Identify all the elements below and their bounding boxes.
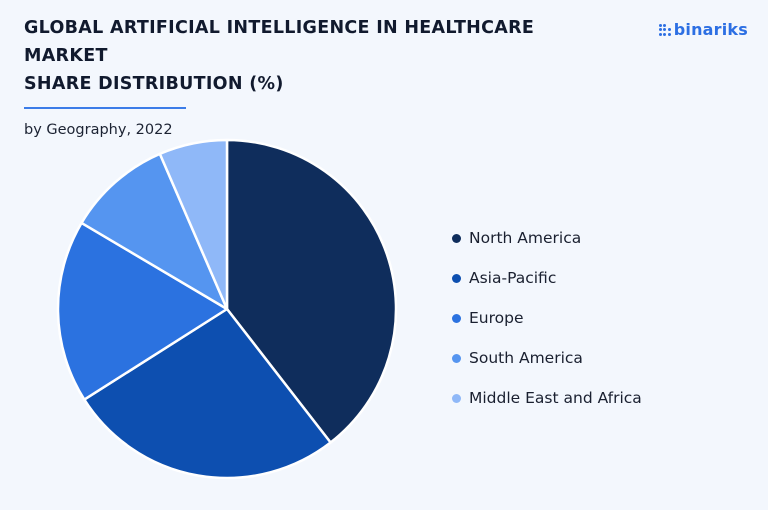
brand-logo: binariks: [658, 20, 748, 39]
legend-label: Middle East and Africa: [469, 389, 642, 407]
chart-subtitle: by Geography, 2022: [24, 122, 173, 138]
chart-header: GLOBAL ARTIFICIAL INTELLIGENCE IN HEALTH…: [24, 14, 624, 138]
legend-item: Middle East and Africa: [452, 378, 642, 418]
legend-label: Asia-Pacific: [469, 269, 557, 287]
legend-swatch: [452, 313, 461, 323]
legend-item: Europe: [452, 298, 642, 338]
legend-swatch: [452, 273, 461, 283]
legend-item: Asia-Pacific: [452, 258, 642, 298]
legend-label: Europe: [469, 309, 524, 327]
chart-title: GLOBAL ARTIFICIAL INTELLIGENCE IN HEALTH…: [24, 14, 624, 98]
legend-swatch: [452, 353, 461, 363]
legend-label: North America: [469, 229, 582, 247]
title-divider: [24, 107, 186, 109]
pie-slice-asia-pacific: [83, 307, 332, 480]
pie-slice-south-america: [80, 152, 229, 311]
chart-title-line-2: SHARE DISTRIBUTION (%): [24, 74, 284, 94]
brand-name: binariks: [673, 20, 748, 39]
pie-slice-europe: [56, 221, 229, 401]
legend-item: South America: [452, 338, 642, 378]
legend-item: North America: [452, 218, 642, 258]
chart-title-line-1: GLOBAL ARTIFICIAL INTELLIGENCE IN HEALTH…: [24, 18, 535, 66]
brand-dots-icon: [658, 23, 671, 36]
chart-legend: North America Asia-Pacific Europe South Ame…: [452, 218, 642, 418]
pie-slice-north-america: [225, 138, 398, 444]
legend-label: South America: [469, 349, 583, 367]
pie-slice-middle-east-and-africa: [158, 138, 229, 311]
legend-swatch: [452, 233, 461, 243]
legend-swatch: [452, 393, 461, 403]
